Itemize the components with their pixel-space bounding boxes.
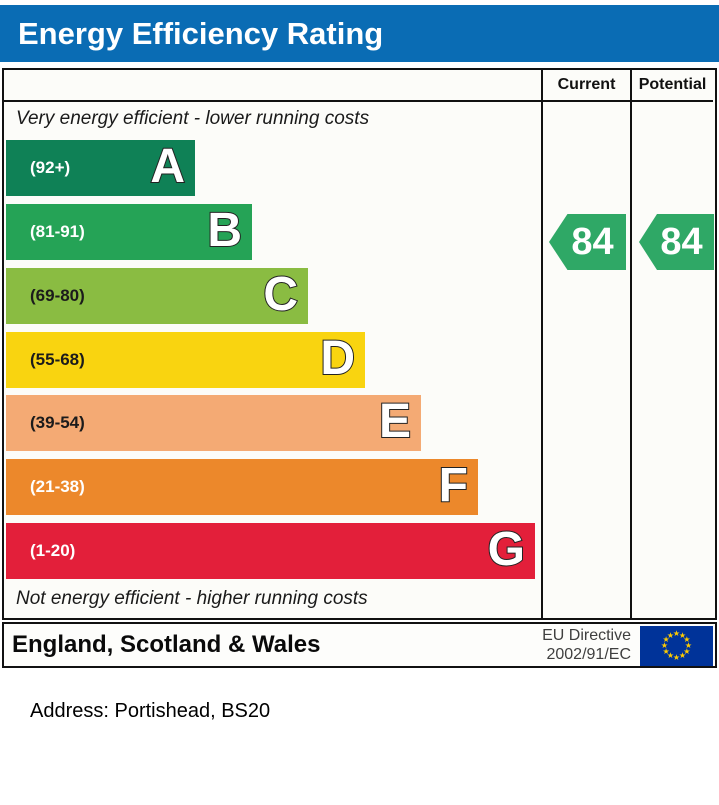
current-column-header: Current: [557, 76, 616, 93]
band-d-range-label: (55-68): [30, 350, 85, 369]
eu-flag-star: ★: [662, 647, 670, 656]
band-a-letter: A: [149, 139, 186, 194]
band-e-range-label: (39-54): [30, 413, 85, 432]
eu-flag-star: ★: [684, 641, 693, 650]
potential-column-divider: [630, 70, 632, 618]
eu-directive-line2: 2002/91/EC: [546, 646, 631, 663]
band-b-range-label: (81-91): [30, 222, 85, 241]
band-f-letter: F: [438, 458, 469, 513]
band-g-range-label: (1-20): [30, 541, 76, 560]
band-b-letter: B: [206, 203, 243, 258]
eu-flag-star: ★: [660, 641, 669, 650]
eu-flag-star: ★: [666, 651, 675, 661]
eu-flag-star: ★: [683, 647, 691, 656]
potential-rating-arrow: 84: [639, 214, 714, 270]
eu-flag-star: ★: [678, 630, 687, 640]
eu-flag-star: ★: [662, 635, 670, 644]
eu-directive-text: EU Directive 2002/91/EC: [542, 626, 631, 664]
region-label: England, Scotland & Wales: [12, 631, 321, 658]
band-d: (55-68) D: [6, 331, 365, 388]
top-caption: Very energy efficient - lower running co…: [16, 108, 370, 129]
eu-flag-star: ★: [672, 653, 681, 662]
band-a: (92+) A: [6, 139, 195, 196]
header-divider-line: [4, 100, 713, 102]
potential-column-header: Potential: [638, 76, 707, 93]
band-e-letter: E: [378, 394, 412, 449]
band-g-letter: G: [487, 522, 526, 577]
page-title: Energy Efficiency Rating: [18, 15, 384, 51]
band-c-letter: C: [262, 267, 299, 322]
address-label: Address: Portishead, BS20: [30, 700, 271, 722]
eu-flag-star: ★: [678, 651, 687, 661]
eu-flag-star: ★: [683, 635, 691, 644]
bottom-caption: Not energy efficient - higher running co…: [16, 588, 368, 609]
band-f-range-label: (21-38): [30, 477, 85, 496]
band-f: (21-38) F: [6, 458, 478, 515]
band-c-range-label: (69-80): [30, 286, 85, 305]
band-d-letter: D: [319, 331, 356, 386]
eu-flag-star: ★: [672, 629, 681, 638]
band-c: (69-80) C: [6, 267, 308, 324]
band-a-range-label: (92+): [30, 158, 71, 177]
eu-flag-star: ★: [666, 630, 675, 640]
current-column-divider: [541, 70, 543, 618]
band-g: (1-20) G: [6, 522, 535, 579]
band-b: (81-91) B: [6, 203, 252, 260]
footer-bar: England, Scotland & Wales EU Directive 2…: [2, 622, 717, 668]
rating-table: Current Potential Very energy efficient …: [2, 68, 717, 620]
title-bar: Energy Efficiency Rating: [0, 5, 719, 62]
eu-flag-icon: ★ ★ ★ ★ ★ ★ ★ ★ ★ ★ ★ ★: [640, 626, 713, 666]
eu-directive-line1: EU Directive: [542, 627, 631, 644]
band-e: (39-54) E: [6, 394, 421, 451]
current-rating-arrow: 84: [549, 214, 626, 270]
